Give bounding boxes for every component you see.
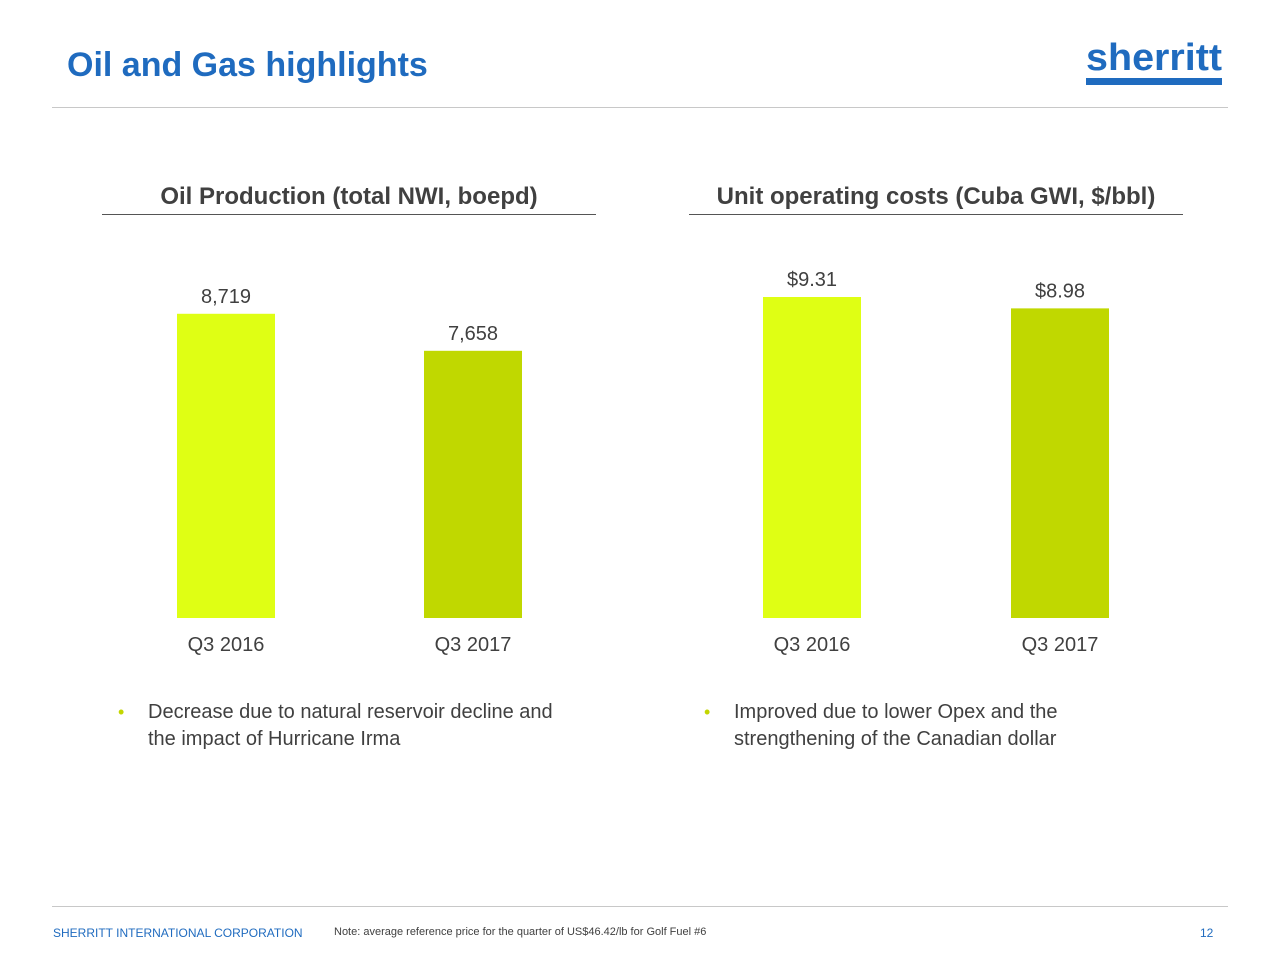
category-tick-label: Q3 2016 <box>188 634 265 656</box>
oil-production-chart: 8,719 Q3 2016 7,658 Q3 2017 <box>177 286 522 656</box>
chart-title-unit-costs: Unit operating costs (Cuba GWI, $/bbl) <box>689 183 1183 215</box>
category-tick-label: Q3 2017 <box>1022 634 1099 656</box>
bullet-marker: • <box>704 702 711 722</box>
bullet-text: Decrease due to natural reservoir declin… <box>148 701 553 750</box>
header-divider <box>52 107 1228 108</box>
page-number: 12 <box>1200 926 1214 940</box>
bar-q3-2016 <box>763 297 861 618</box>
footer-divider <box>52 906 1228 907</box>
unit-costs-chart: $9.31 Q3 2016 $8.98 Q3 2017 <box>763 269 1109 656</box>
footer-note: Note: average reference price for the qu… <box>334 926 707 938</box>
bar-q3-2017 <box>1011 308 1109 618</box>
logo-wordmark: sherritt <box>1086 37 1222 79</box>
bar-q3-2016 <box>177 313 275 618</box>
footer-company: SHERRITT INTERNATIONAL CORPORATION <box>53 926 303 940</box>
bar-q3-2017 <box>424 350 522 618</box>
data-label: 8,719 <box>201 286 251 308</box>
bullet-unit-costs: • Improved due to lower Opex and the str… <box>704 699 1144 753</box>
page-title: Oil and Gas highlights <box>67 46 428 84</box>
bullet-text: Improved due to lower Opex and the stren… <box>734 701 1058 750</box>
category-tick-label: Q3 2016 <box>774 634 851 656</box>
logo-underline <box>1086 78 1222 85</box>
bullet-marker: • <box>118 702 125 722</box>
data-label: 7,658 <box>448 323 498 345</box>
data-label: $8.98 <box>1035 280 1085 302</box>
category-tick-label: Q3 2017 <box>435 634 512 656</box>
sherritt-logo: sherritt <box>1086 37 1222 85</box>
bullet-oil-production: • Decrease due to natural reservoir decl… <box>118 699 558 753</box>
chart-title-oil-production: Oil Production (total NWI, boepd) <box>102 183 596 215</box>
data-label: $9.31 <box>787 269 837 291</box>
